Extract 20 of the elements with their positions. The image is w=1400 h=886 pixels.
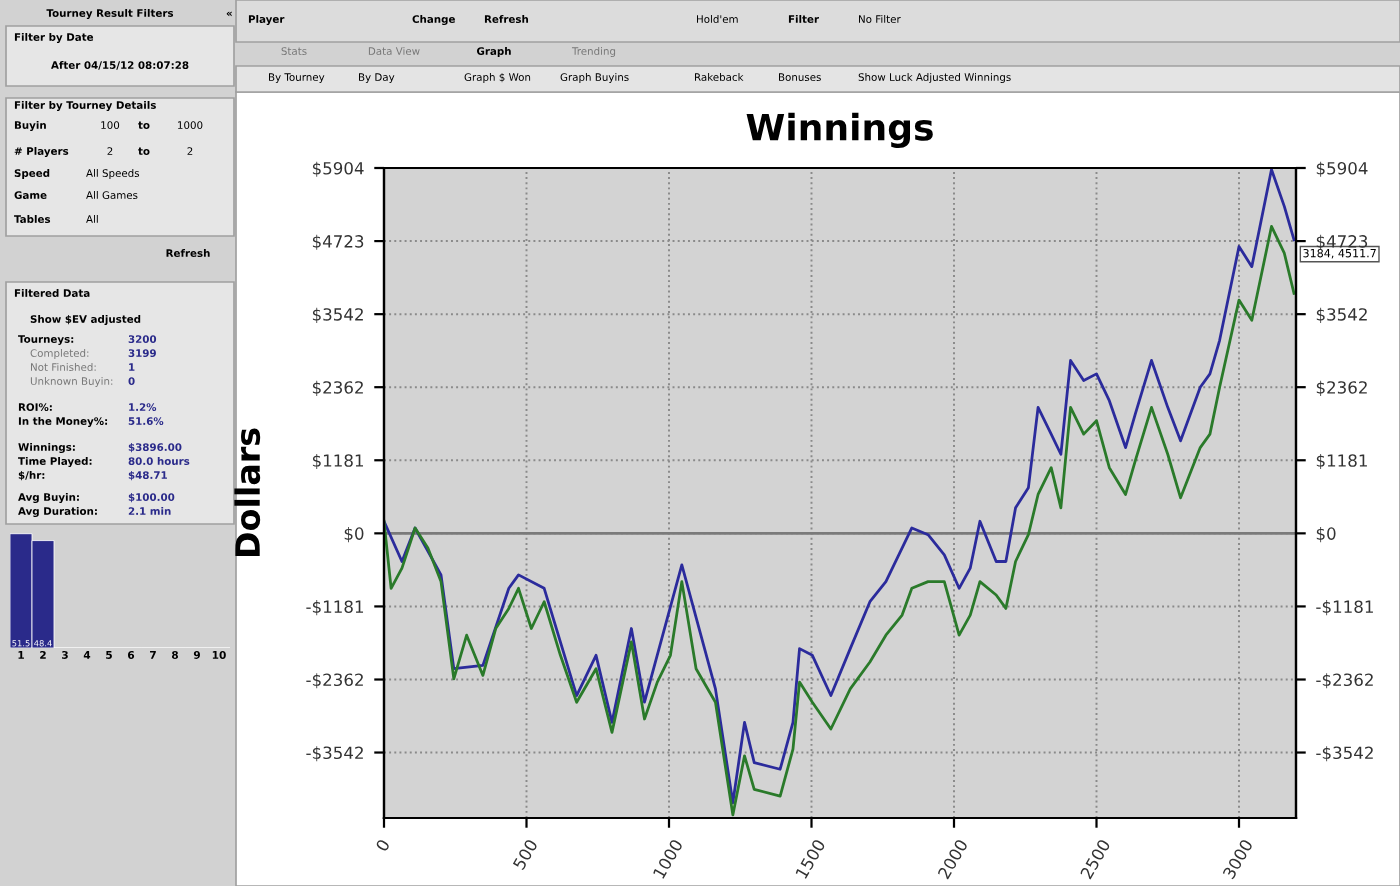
y2-tick-label: -$1181 [1316,600,1373,616]
y-tick-label: $5904 [312,161,364,177]
y2-tick-label: -$2362 [1316,673,1373,689]
y2-tick-label: -$3542 [1316,746,1373,762]
y-tick-label: $0 [344,527,364,543]
y-tick-label: $3542 [312,307,363,323]
y-tick-label: $4723 [312,234,364,250]
y2-tick-label: $2362 [1316,380,1367,396]
y-tick-label: $2362 [312,380,363,396]
y-tick-label: -$2362 [306,673,363,689]
y-tick-label: -$3542 [306,746,363,762]
y2-tick-label: $3542 [1316,307,1367,323]
chart-title: Winnings [746,112,933,149]
y-tick-label: -$1181 [306,600,364,616]
y2-tick-label: $5904 [1316,161,1368,177]
x-tick-label: 0 [375,838,391,853]
y-axis-title: Dollars [234,428,261,557]
y-tick-label: $1181 [312,453,364,470]
y2-tick-label: $0 [1316,527,1336,543]
y2-tick-label: $1181 [1316,453,1367,470]
